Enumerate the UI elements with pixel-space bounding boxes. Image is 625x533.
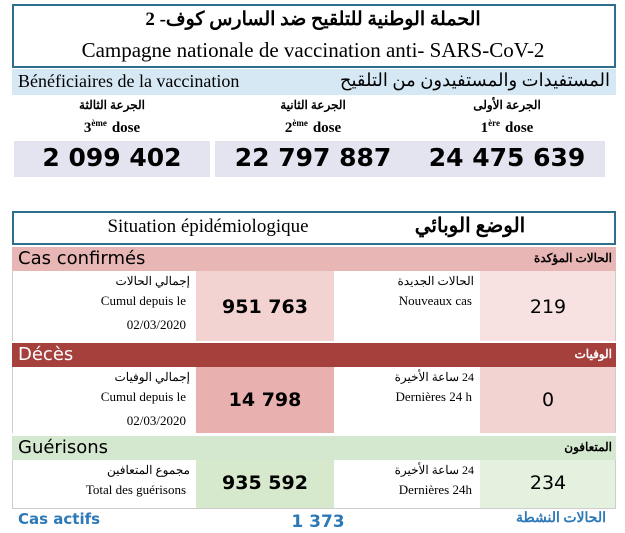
recent-label-ar: 24 ساعة الأخيرة: [394, 463, 474, 477]
active-value: 1 373: [291, 512, 345, 532]
situation-title-fr: Situation épidémiologique: [107, 216, 309, 237]
dose-text: 1: [480, 120, 489, 136]
header-box: [12, 4, 616, 68]
total-value-cell: [196, 271, 334, 341]
dose-text: dose: [111, 120, 141, 136]
bottom-line: [12, 508, 616, 509]
total-label-ar: إجمالي الوفيات: [114, 370, 190, 384]
title-ar: الحملة الوطنية للتلقيح ضد السارس كوف- 2: [145, 9, 481, 30]
dose-value: 22 797 887: [234, 143, 392, 172]
recent-label-ar: الحالات الجديدة: [397, 274, 475, 288]
dose-label-ar: الجرعة الثالثة: [79, 98, 145, 112]
vaccination-label-fr: Bénéficiaires de la vaccination: [18, 71, 240, 91]
section-label-ar: المتعافون: [564, 440, 612, 454]
row-border: [12, 367, 616, 433]
row-border: [12, 460, 616, 508]
recent-label-ar: 24 ساعة الأخيرة: [394, 370, 474, 384]
recent-value: 0: [541, 389, 555, 411]
dose-text: ème: [292, 118, 308, 128]
active-label-fr: Cas actifs: [18, 510, 101, 528]
dose-label: 1ère dose: [481, 118, 534, 137]
dose-label: 2ème dose: [285, 118, 341, 137]
vaccination-label-ar: المستفيدات والمستفيدون من التلقيح: [339, 70, 610, 90]
recent-value-cell: [480, 460, 616, 508]
dose-text: 3: [83, 120, 92, 136]
total-value-cell: [196, 367, 334, 433]
section-label-fr: Décès: [18, 344, 74, 365]
section-bar: [12, 436, 616, 460]
total-value: 935 592: [222, 472, 308, 494]
total-label-fr: Total des guérisons: [85, 482, 186, 497]
title-fr: Campagne nationale de vaccination anti- …: [81, 38, 545, 62]
dose-text: ème: [91, 118, 107, 128]
dose-value: 2 099 402: [42, 143, 182, 172]
total-label-fr: Cumul depuis le: [100, 389, 186, 404]
total-value: 14 798: [228, 389, 302, 411]
total-value-cell: [196, 460, 334, 508]
section-bar: [12, 343, 616, 367]
section-label-ar: الحالات المؤكدة: [534, 251, 612, 265]
dose-text: dose: [312, 120, 342, 136]
dose-text: ère: [488, 118, 500, 128]
recent-label-fr: Nouveaux cas: [398, 293, 472, 308]
total-value: 951 763: [222, 296, 308, 318]
section-label-fr: Guérisons: [18, 437, 109, 458]
active-label-ar: الحالات النشطة: [516, 511, 606, 526]
total-label-ar: إجمالي الحالات: [115, 274, 190, 288]
recent-value-cell: [480, 271, 616, 341]
section-bar: [12, 247, 616, 271]
total-label-fr: Cumul depuis le: [100, 293, 186, 308]
situation-box: [12, 211, 616, 245]
dose-box: [14, 141, 210, 177]
dose-text: 2: [284, 120, 293, 136]
dose-text: dose: [504, 120, 534, 136]
dose-box: [215, 141, 411, 177]
vaccination-bar: [12, 69, 616, 95]
section-label-ar: الوفيات: [574, 347, 613, 361]
dose-box: [409, 141, 605, 177]
recent-label-fr: Dernières 24h: [398, 482, 472, 497]
situation-title-ar: الوضع الوبائي: [414, 215, 526, 237]
recent-value: 219: [529, 296, 567, 318]
dose-label: 3ème dose: [84, 118, 140, 137]
dose-label-ar: الجرعة الثانية: [280, 98, 346, 112]
row-border: [12, 271, 616, 341]
dose-value: 24 475 639: [428, 143, 586, 172]
total-label-ar: مجموع المتعافين: [107, 463, 190, 477]
section-label-fr: Cas confirmés: [18, 248, 146, 269]
total-date: 02/03/2020: [126, 317, 186, 332]
recent-label-fr: Dernières 24 h: [395, 389, 472, 404]
recent-value-cell: [480, 367, 616, 433]
dose-label-ar: الجرعة الأولى: [473, 98, 541, 112]
total-date: 02/03/2020: [126, 413, 186, 428]
recent-value: 234: [529, 472, 567, 494]
